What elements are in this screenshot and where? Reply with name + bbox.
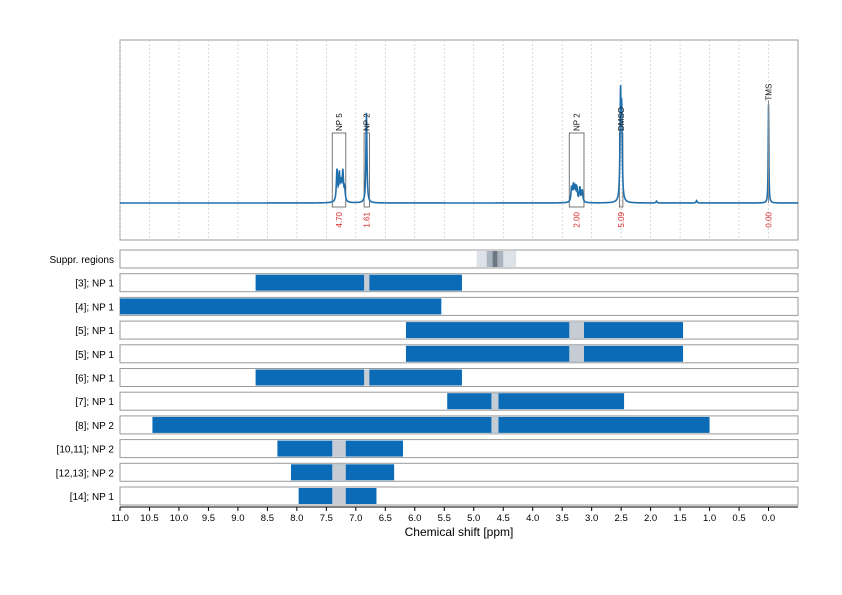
row-label: [5]; NP 1 xyxy=(75,350,114,361)
range-row: [5]; NP 1 xyxy=(75,320,799,340)
integral-value: 2.00 xyxy=(573,211,582,227)
integral-value: 1.61 xyxy=(363,211,372,227)
range-row: Suppr. regions xyxy=(50,249,799,269)
annotation-label: NP 2 xyxy=(363,113,372,131)
x-tick-label: 3.0 xyxy=(585,513,598,524)
row-label: [5]; NP 1 xyxy=(75,326,114,337)
row-label: [7]; NP 1 xyxy=(75,397,114,408)
x-tick-label: 3.5 xyxy=(556,513,569,524)
range-rows-panel: Suppr. regions [3]; NP 1 [4]; NP 1 [5]; NP … xyxy=(50,249,799,506)
row-label: [3]; NP 1 xyxy=(75,279,114,290)
row-label: Suppr. regions xyxy=(50,255,115,266)
row-label: [8]; NP 2 xyxy=(75,421,114,432)
x-tick-label: 10.0 xyxy=(170,513,189,524)
annotation-label: TMS xyxy=(765,84,774,101)
x-tick-label: 0.0 xyxy=(762,513,775,524)
range-bar xyxy=(120,298,442,315)
range-row: [5]; NP 1 xyxy=(75,344,799,364)
range-gap xyxy=(569,322,584,339)
annotation-label: DMSO xyxy=(617,107,626,131)
x-axis-label: Chemical shift [ppm] xyxy=(405,525,514,539)
x-tick-label: 10.5 xyxy=(140,513,159,524)
range-gap xyxy=(332,488,346,504)
range-gap xyxy=(364,274,370,291)
range-row: [12,13]; NP 2 xyxy=(56,462,799,482)
range-row: [8]; NP 2 xyxy=(75,415,799,435)
annotation-label: NP 2 xyxy=(573,113,582,131)
range-row: [6]; NP 1 xyxy=(75,368,799,387)
integral-value: 4.70 xyxy=(335,211,344,227)
spectrum-line xyxy=(120,85,798,204)
annotation-label: NP 5 xyxy=(335,113,344,131)
suppr-core xyxy=(492,251,498,267)
range-row: [10,11]; NP 2 xyxy=(57,439,799,459)
x-tick-label: 6.0 xyxy=(408,513,421,524)
x-tick-label: 2.0 xyxy=(644,513,657,524)
x-tick-label: 2.5 xyxy=(615,513,628,524)
range-gap xyxy=(364,369,370,386)
row-frame xyxy=(119,249,799,269)
annotation-box xyxy=(568,132,585,208)
x-tick-label: 4.0 xyxy=(526,513,539,524)
x-tick-label: 6.5 xyxy=(379,513,392,524)
range-gap xyxy=(332,440,346,457)
x-axis: 11.0 10.5 10.0 9.5 9.0 8.5 8.0 7.5 7.0 6.5 6.0 5.5 5… xyxy=(111,506,798,524)
x-tick-label: 8.5 xyxy=(261,513,274,524)
x-tick-label: 5.5 xyxy=(438,513,451,524)
range-row: [4]; NP 1 xyxy=(75,296,799,316)
row-label: [6]; NP 1 xyxy=(75,374,114,385)
row-label: [14]; NP 1 xyxy=(70,492,115,503)
x-tick-label: 1.0 xyxy=(703,513,716,524)
x-tick-label: 5.0 xyxy=(467,513,480,524)
row-label: [10,11]; NP 2 xyxy=(57,445,115,456)
range-gap xyxy=(491,393,499,410)
annotation-box xyxy=(331,132,347,208)
range-row: [14]; NP 1 xyxy=(70,486,799,506)
range-bar xyxy=(255,274,462,291)
range-bar xyxy=(152,416,710,433)
row-frame xyxy=(119,462,799,482)
x-tick-label: 9.0 xyxy=(231,513,244,524)
row-frame xyxy=(119,486,799,506)
range-bar xyxy=(447,393,625,410)
spectrum-frame xyxy=(119,39,799,241)
integral-value: 0.00 xyxy=(765,211,774,227)
row-label: [12,13]; NP 2 xyxy=(56,468,115,479)
range-bar xyxy=(405,322,684,339)
range-row: [7]; NP 1 xyxy=(75,391,799,411)
range-gap xyxy=(332,464,346,481)
integral-value: 5.09 xyxy=(617,211,626,227)
spectrum-panel: NP 5 4.70 NP 2 1.61 NP 2 2.00 DMSO 5.09 TMS 0.00 xyxy=(119,39,799,241)
x-tick-label: 11.0 xyxy=(111,513,129,524)
range-gap xyxy=(569,345,584,362)
range-bar xyxy=(405,345,684,362)
x-tick-label: 9.5 xyxy=(202,513,215,524)
row-label: [4]; NP 1 xyxy=(75,302,114,313)
x-tick-label: 8.0 xyxy=(290,513,303,524)
x-tick-label: 7.5 xyxy=(320,513,333,524)
x-tick-label: 4.5 xyxy=(497,513,510,524)
row-frame xyxy=(119,439,799,459)
x-tick-label: 1.5 xyxy=(673,513,686,524)
x-tick-label: 0.5 xyxy=(732,513,745,524)
range-row: [3]; NP 1 xyxy=(75,273,799,293)
x-tick-label: 7.0 xyxy=(349,513,362,524)
range-gap xyxy=(491,416,499,433)
range-bar xyxy=(255,369,462,386)
